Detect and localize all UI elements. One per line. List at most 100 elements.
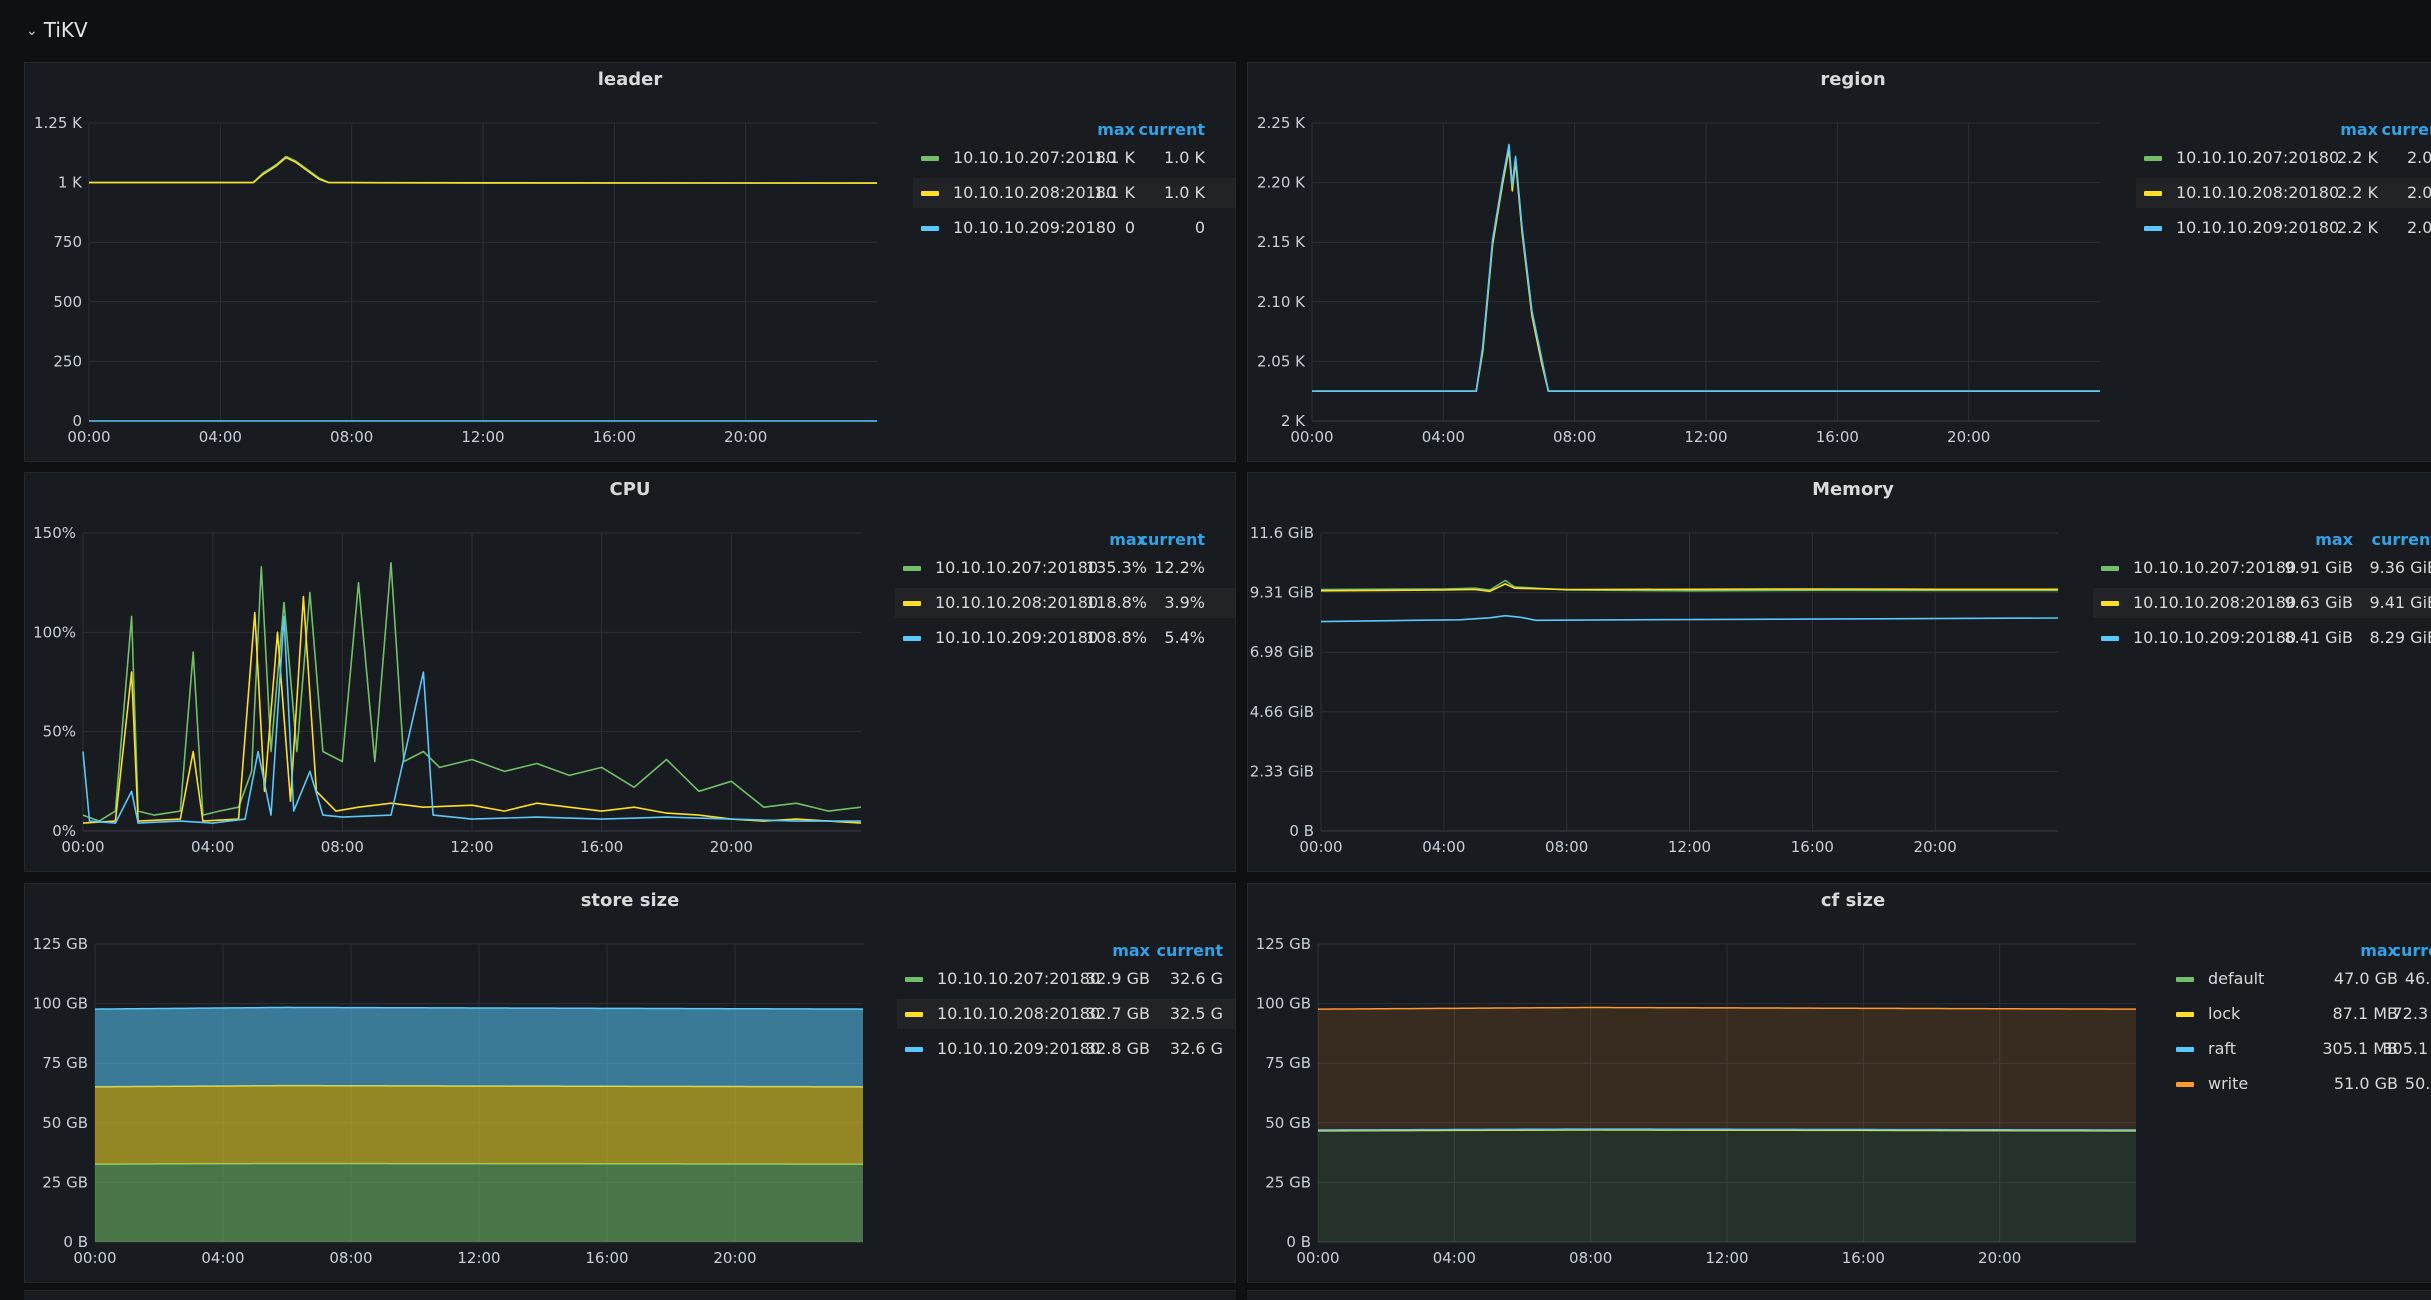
legend-header-max[interactable]: max — [1112, 941, 1150, 960]
panel-title[interactable]: CPU — [609, 479, 651, 500]
legend-series-name[interactable]: 10.10.10.208:20180 — [2176, 183, 2340, 202]
legend-item[interactable]: 10.10.10.209:20180 32.8 GB 32.6 G — [897, 1034, 1235, 1064]
legend-series-name[interactable]: raft — [2208, 1039, 2237, 1058]
legend-swatch[interactable] — [2101, 566, 2119, 571]
chart-canvas[interactable]: 0% 50% 100% 150% 00:00 04:00 08:00 12:00 16:00 20… — [25, 473, 1235, 871]
row-collapse-toggle[interactable]: ⌄ TiKV — [26, 14, 88, 46]
panel-leader[interactable]: leader 0 250 500 750 1 K 1.25 K 00:00 04:00 08:00… — [24, 62, 1236, 462]
legend-item[interactable]: 10.10.10.209:20180 0 0 — [913, 213, 1235, 243]
legend-series-name[interactable]: 10.10.10.208:20180 — [937, 1004, 1101, 1023]
y-tick-label: 0 B — [1289, 822, 1314, 840]
legend-item[interactable]: 10.10.10.208:20180 32.7 GB 32.5 G — [897, 999, 1235, 1029]
panel-title[interactable]: store size — [580, 890, 680, 911]
y-tick-label: 2.25 K — [1257, 114, 1306, 132]
legend-swatch[interactable] — [2144, 156, 2162, 161]
legend-swatch[interactable] — [921, 191, 939, 196]
legend-series-name[interactable]: 10.10.10.207:20180 — [937, 969, 1101, 988]
legend-swatch[interactable] — [921, 226, 939, 231]
legend-swatch[interactable] — [905, 977, 923, 982]
panel-title[interactable]: cf size — [1820, 890, 1886, 911]
legend-swatch[interactable] — [2176, 1082, 2194, 1087]
legend-item[interactable]: write 51.0 GB 50.7 G — [2168, 1069, 2431, 1099]
legend-series-name[interactable]: 10.10.10.209:20180 — [937, 1039, 1101, 1058]
legend-series-name[interactable]: default — [2208, 969, 2265, 988]
legend-series-name[interactable]: 10.10.10.208:20180 — [935, 593, 1099, 612]
legend-swatch[interactable] — [2144, 226, 2162, 231]
legend-value-current: 50.7 G — [2404, 1074, 2431, 1093]
y-tick-label: 75 GB — [42, 1054, 88, 1072]
legend-swatch[interactable] — [2176, 1047, 2194, 1052]
panel-title[interactable]: region — [1820, 69, 1886, 90]
legend-header-max[interactable]: max — [2340, 120, 2378, 139]
panel-title[interactable]: Memory — [1812, 479, 1894, 500]
legend-item[interactable]: 10.10.10.207:20180 135.3% 12.2% — [895, 553, 1235, 583]
legend-header-current[interactable]: current — [2371, 530, 2431, 549]
legend-swatch[interactable] — [903, 601, 921, 606]
legend-swatch[interactable] — [903, 636, 921, 641]
legend-swatch[interactable] — [2176, 1012, 2194, 1017]
legend-header-current[interactable]: current — [1138, 120, 1205, 139]
chart-canvas[interactable]: 0 B 25 GB 50 GB 75 GB 100 GB 125 GB 00:00 04:00… — [1248, 884, 2431, 1282]
chart-canvas[interactable]: 0 B 2.33 GiB 4.66 GiB 6.98 GiB 9.31 GiB 11.6 … — [1248, 473, 2431, 871]
legend-series-name[interactable]: 10.10.10.209:20180 — [2176, 218, 2340, 237]
y-tick-label: 2 K — [1281, 412, 1306, 430]
x-tick-label: 00:00 — [73, 1249, 116, 1267]
legend-series-name[interactable]: 10.10.10.207:20180 — [953, 148, 1117, 167]
legend-header-max[interactable]: max — [2315, 530, 2353, 549]
legend-swatch[interactable] — [2176, 977, 2194, 982]
series-line-0 — [82, 562, 862, 822]
legend-item[interactable]: default 47.0 GB 46.6 G — [2168, 964, 2431, 994]
legend-item[interactable]: 10.10.10.208:20180 118.8% 3.9% — [895, 588, 1235, 618]
legend-swatch[interactable] — [2101, 636, 2119, 641]
panel-title[interactable]: leader — [597, 69, 663, 90]
series-line-1 — [1320, 583, 2058, 593]
panel-store-size[interactable]: store size 0 B 25 GB 50 GB 75 GB 100 GB 125 GB… — [24, 883, 1236, 1283]
y-tick-label: 100 GB — [1256, 995, 1311, 1013]
legend-series-name[interactable]: 10.10.10.208:20180 — [953, 183, 1117, 202]
y-tick-label: 50 GB — [1265, 1114, 1311, 1132]
legend-item[interactable]: 10.10.10.207:20180 1.1 K 1.0 K — [913, 143, 1235, 173]
legend-series-name[interactable]: 10.10.10.207:20180 — [2133, 558, 2297, 577]
legend-swatch[interactable] — [2101, 601, 2119, 606]
legend-series-name[interactable]: 10.10.10.208:20180 — [2133, 593, 2297, 612]
legend-header-max[interactable]: max — [1097, 120, 1135, 139]
legend-series-name[interactable]: 10.10.10.209:20180 — [935, 628, 1099, 647]
legend-series-name[interactable]: 10.10.10.209:20180 — [953, 218, 1117, 237]
chart-canvas[interactable]: 0 B 25 GB 50 GB 75 GB 100 GB 125 GB 00:00 04:00… — [25, 884, 1235, 1282]
legend-series-name[interactable]: 10.10.10.207:20180 — [935, 558, 1099, 577]
panel-cpu[interactable]: CPU 0% 50% 100% 150% 00:00 04:00 08:00 12:00 16:0… — [24, 472, 1236, 872]
legend-header-max[interactable]: max — [2360, 941, 2398, 960]
legend-value-max: 1.1 K — [1093, 183, 1135, 202]
panel-region[interactable]: region 2 K 2.05 K 2.10 K 2.15 K 2.20 K 2.25 K 0… — [1247, 62, 2431, 462]
legend-header-current[interactable]: current — [2381, 120, 2431, 139]
legend-swatch[interactable] — [2144, 191, 2162, 196]
legend-item[interactable]: 10.10.10.208:20180 1.1 K 1.0 K — [913, 178, 1235, 208]
legend-item[interactable]: 10.10.10.209:20180 108.8% 5.4% — [895, 623, 1235, 653]
legend-series-name[interactable]: lock — [2208, 1004, 2241, 1023]
chart-canvas[interactable]: 0 250 500 750 1 K 1.25 K 00:00 04:00 08:00 12:00 1… — [25, 63, 1235, 461]
panel-memory[interactable]: Memory 0 B 2.33 GiB 4.66 GiB 6.98 GiB 9.31 Gi… — [1247, 472, 2431, 872]
legend-swatch[interactable] — [905, 1012, 923, 1017]
legend-header-max[interactable]: max — [1109, 530, 1147, 549]
legend-swatch[interactable] — [921, 156, 939, 161]
panel-cf-size[interactable]: cf size 0 B 25 GB 50 GB 75 GB 100 GB 125 GB 00:… — [1247, 883, 2431, 1283]
legend-series-name[interactable]: write — [2208, 1074, 2249, 1093]
chart-canvas[interactable]: 2 K 2.05 K 2.10 K 2.15 K 2.20 K 2.25 K 00:00 04… — [1248, 63, 2431, 461]
legend-series-name[interactable]: 10.10.10.209:20180 — [2133, 628, 2297, 647]
legend-header-current[interactable]: current — [2391, 941, 2431, 960]
legend-swatch[interactable] — [905, 1047, 923, 1052]
legend-series-name[interactable]: 10.10.10.207:20180 — [2176, 148, 2340, 167]
legend-header-current[interactable]: current — [1156, 941, 1223, 960]
x-tick-label: 12:00 — [1668, 838, 1711, 856]
legend-swatch[interactable] — [903, 566, 921, 571]
legend-header-current[interactable]: current — [1138, 530, 1205, 549]
legend-item[interactable]: 10.10.10.207:20180 32.9 GB 32.6 G — [897, 964, 1235, 994]
